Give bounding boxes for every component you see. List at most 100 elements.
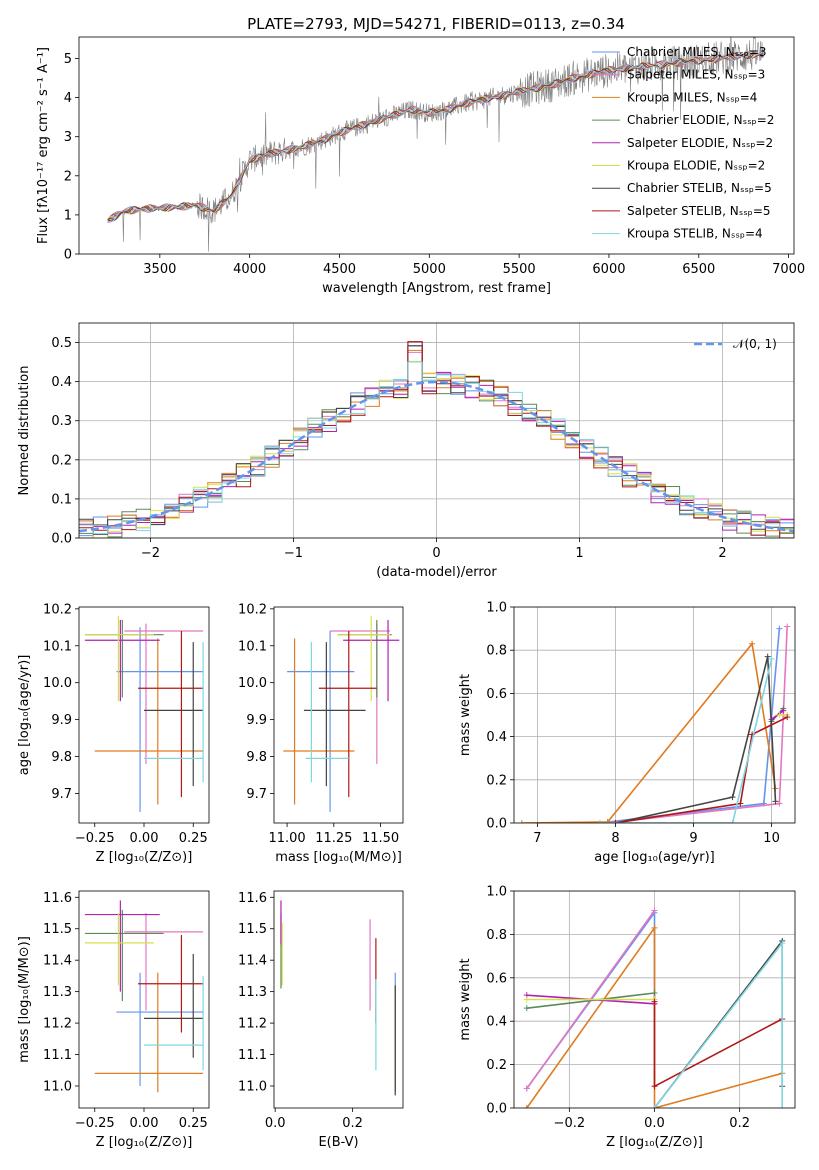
weight-marker-1 [776,800,783,807]
weight-marker-2 [518,820,525,823]
weight-marker-4 [780,707,787,714]
y-tick-label: 0.8 [486,644,507,659]
legend-entry-5: Kroupa ELODIE, Nₛₛₚ=2 [627,159,765,173]
weight-marker-6 [764,653,771,660]
x-tick-label: 0 [432,546,440,561]
x-tick-label: −2 [141,546,160,561]
x-tick-label: 0.25 [179,1116,208,1131]
weight-marker-7 [651,998,658,1005]
axes-frame [513,606,796,824]
y-tick-label: 11.0 [238,1079,267,1094]
panel-age-vs-mass: 11.00 11.25 11.50 9.7 9.8 9.9 10.0 10.1 10.2 mass… [238,602,404,865]
y-axis-label: Flux [fλ10⁻¹⁷ erg cm⁻² s⁻¹ A⁻¹] [36,47,51,244]
weight-marker-7 [737,800,744,807]
weight-line-0 [599,628,781,823]
weight-marker-2 [749,640,756,647]
legend-entry-2: Kroupa MILES, Nₛₛₚ=4 [627,90,757,104]
weight-marker-8 [729,820,736,823]
legend-entry-normal: 𝒩(0, 1) [733,337,777,351]
weight-line-8 [599,658,773,823]
weight-marker-2 [523,1105,530,1108]
legend-entry-6: Chabrier STELIB, Nₛₛₚ=5 [627,181,772,195]
y-tick-label: 10.0 [238,676,267,691]
figure-title: PLATE=2793, MJD=54271, FIBERID=0113, z=0… [247,15,625,33]
x-tick-label: 1 [575,546,583,561]
legend-entry-0: Chabrier MILES, Nₛₛₚ=3 [627,45,767,59]
y-tick-label: 0.4 [486,730,507,745]
x-tick-label: 4000 [233,262,266,277]
y-tick-label: 11.2 [238,1017,267,1032]
x-axis-label: Z [log₁₀(Z/Z⊙)] [606,1135,703,1150]
x-tick-label: 0.25 [179,831,208,846]
y-tick-label: 4 [64,91,72,106]
x-tick-label: −0.25 [75,1116,115,1131]
y-tick-label: 10.2 [43,602,72,617]
x-axis-label: (data-model)/error [376,565,497,580]
x-tick-label: 8 [611,831,619,846]
y-tick-label: 0.6 [486,971,507,986]
weight-line-8 [653,940,784,1108]
weight-line-1 [607,626,788,823]
y-tick-label: 0.2 [51,453,72,468]
y-tick-label: 11.4 [238,954,267,969]
plot-area-age-vs-Z [84,616,204,812]
axes-frame [273,606,404,824]
y-tick-label: 0.0 [486,1102,507,1117]
y-tick-label: 1.0 [486,885,507,900]
y-axis-label: age [log₁₀(age/yr)] [17,655,32,776]
panel-spectrum: 3500 4000 4500 5000 5500 6000 6500 7000 0 1 2 3 4 5 wa… [36,36,805,296]
x-tick-label: 2 [718,546,726,561]
weight-marker-2 [651,924,658,931]
axes-frame [273,890,404,1109]
x-tick-label: 4500 [323,262,356,277]
x-tick-label: 9 [689,831,697,846]
weight-marker-8 [779,1105,786,1108]
x-tick-label: 5000 [413,262,446,277]
y-tick-label: 9.9 [51,713,72,728]
axes-frame [78,606,210,824]
x-tick-label: −0.2 [554,1116,586,1131]
plot-area-weight-vs-Z [514,891,795,1108]
plot-area-age-vs-mass [283,616,400,812]
y-tick-label: 0.1 [51,492,72,507]
y-tick-label: 9.7 [246,787,267,802]
legend-entry-1: Salpeter MILES, Nₛₛₚ=3 [627,68,765,82]
y-tick-label: 11.3 [238,985,267,1000]
model-8 [107,50,764,223]
x-tick-label: 3500 [143,262,176,277]
weight-line-2 [521,641,777,823]
plot-area-mass-vs-Z [84,900,204,1093]
y-tick-label: 10.0 [43,676,72,691]
y-tick-label: 11.2 [43,1017,72,1032]
plot-area-weight-vs-age [514,607,795,823]
weight-marker-1 [651,907,658,914]
weight-marker-8 [768,655,775,662]
y-tick-label: 0.3 [51,414,72,429]
x-tick-label: 0.0 [644,1116,665,1131]
histogram-7 [79,341,794,538]
normal-curve [79,380,794,533]
x-tick-label: 11.00 [268,831,305,846]
weight-marker-1 [784,623,791,630]
weight-marker-7 [784,714,791,721]
y-tick-label: 10.1 [43,639,72,654]
model-6 [107,52,764,221]
y-tick-label: 0.4 [486,1015,507,1030]
model-5 [107,52,764,220]
weight-line-7 [615,716,788,823]
y-tick-label: 10.2 [238,602,267,617]
x-tick-label: −0.25 [75,831,115,846]
y-tick-label: 11.6 [238,891,267,906]
x-axis-label: E(B-V) [318,1135,358,1150]
axes-frame [78,890,210,1109]
weight-marker-8 [779,940,786,947]
y-tick-label: 3 [64,130,72,145]
x-tick-label: 0.2 [342,1116,363,1131]
legend-entry-7: Salpeter STELIB, Nₛₛₚ=5 [627,204,771,218]
x-tick-label: 6500 [682,262,715,277]
weight-marker-6 [772,798,779,805]
plot-area-residuals [79,323,794,538]
weight-marker-8 [596,820,603,823]
y-axis-label: mass [log₁₀(M/M⊙)] [17,936,32,1063]
